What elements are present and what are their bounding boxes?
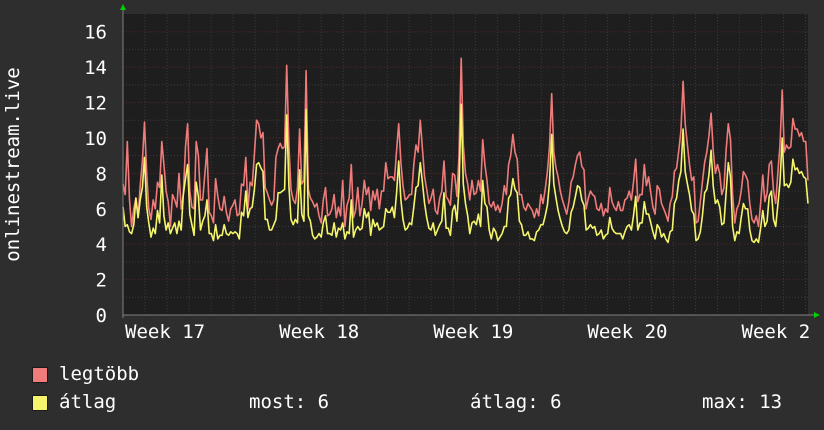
series-line-max [122, 57, 809, 228]
line-chart: 0 2 4 6 8 10 12 14 16 Week 17 Week 18 Week 19 Week 2… [2, 4, 820, 343]
y-tick-label: 0 [96, 305, 107, 327]
y-axis-title: onlinestream.live [2, 67, 24, 261]
y-tick-label: 12 [84, 93, 107, 115]
legend-max-label: legtöbb [59, 363, 140, 385]
y-tick-label: 10 [84, 128, 107, 150]
y-tick-label: 6 [96, 199, 107, 221]
stat-current: most: 6 [249, 391, 330, 413]
x-axis-arrow [814, 312, 820, 318]
y-tick-label: 8 [96, 163, 107, 185]
y-tick-label: 4 [96, 234, 107, 256]
x-tick-label: Week 17 [125, 321, 205, 343]
x-tick-label: Week 20 [587, 321, 667, 343]
y-axis-arrow [120, 4, 126, 10]
legend-max-swatch [32, 367, 48, 383]
x-tick-label: Week 19 [433, 321, 513, 343]
x-tick-label: Week 2 [742, 321, 811, 343]
x-tick-label: Week 18 [279, 321, 359, 343]
legend-avg-row: átlag most: 6 átlag: 6 max: 13 [32, 391, 812, 413]
y-tick-label: 16 [84, 22, 107, 44]
legend-avg-swatch [32, 395, 48, 411]
stat-maximum: max: 13 [702, 391, 783, 413]
stat-average: átlag: 6 [470, 391, 562, 413]
series-line-avg [122, 103, 809, 244]
y-tick-label: 2 [96, 270, 107, 292]
legend-avg-label: átlag [59, 391, 117, 413]
y-tick-label: 14 [84, 57, 107, 79]
